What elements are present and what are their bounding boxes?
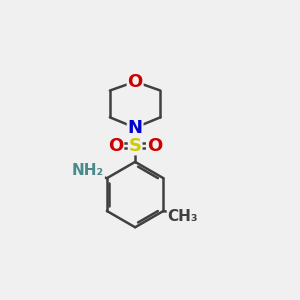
Text: O: O [147, 136, 162, 154]
Text: CH₃: CH₃ [167, 209, 198, 224]
Text: O: O [108, 136, 123, 154]
Text: N: N [128, 119, 142, 137]
Text: O: O [128, 73, 143, 91]
Text: NH₂: NH₂ [72, 163, 104, 178]
Text: S: S [129, 136, 142, 154]
